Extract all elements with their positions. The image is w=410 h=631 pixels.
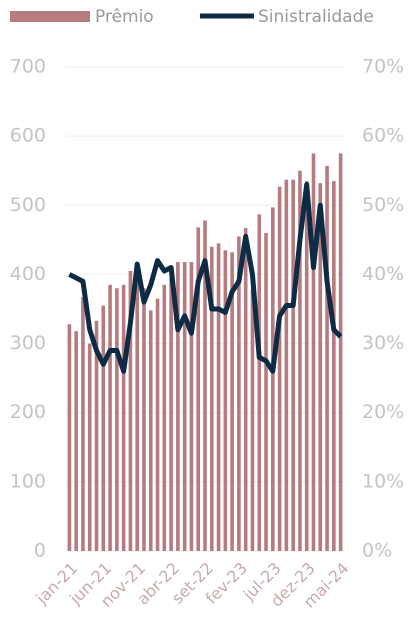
bar (209, 246, 214, 551)
bar (155, 298, 160, 551)
bar (148, 310, 153, 551)
y2-tick-label: 10% (362, 470, 404, 492)
bar (237, 236, 241, 551)
legend-label: Prêmio (95, 7, 154, 27)
line (68, 182, 343, 374)
bar (223, 250, 228, 551)
bar (291, 179, 295, 551)
bar (115, 288, 119, 551)
y-tick-label: 700 (10, 56, 46, 78)
bar (257, 214, 262, 551)
y2-tick-label: 40% (362, 263, 404, 285)
bar (298, 170, 302, 551)
y-tick-label: 0 (34, 540, 46, 562)
bar (189, 261, 194, 551)
bar (277, 186, 282, 552)
bar (304, 181, 309, 552)
bar (203, 220, 207, 552)
bar (325, 165, 329, 552)
bar (108, 284, 112, 551)
y2-tick-label: 20% (362, 401, 404, 423)
bar (169, 277, 173, 551)
bar (67, 324, 72, 551)
bar (284, 179, 289, 551)
bar (121, 284, 126, 551)
bar (135, 277, 139, 551)
bar (74, 331, 78, 551)
legend-label: Sinistralidade (258, 7, 374, 27)
bar (318, 183, 323, 551)
bar (230, 252, 234, 551)
bar (182, 261, 187, 551)
bar (338, 153, 343, 551)
bar (332, 181, 336, 552)
bar (81, 297, 85, 551)
legend-swatch (10, 11, 90, 22)
bar (128, 270, 133, 551)
bar (311, 153, 316, 551)
y2-tick-label: 70% (362, 56, 404, 78)
bar (216, 243, 221, 552)
y-tick-label: 400 (10, 263, 46, 285)
bar (87, 343, 92, 551)
bar (162, 284, 167, 551)
y2-tick-label: 0% (362, 540, 392, 562)
bar (94, 320, 99, 551)
bar (101, 305, 106, 551)
bar (243, 228, 248, 552)
y-tick-label: 300 (10, 332, 46, 354)
bar (142, 288, 146, 551)
bar (250, 289, 255, 551)
y2-tick-label: 30% (362, 332, 404, 354)
bar (264, 232, 268, 551)
y2-tick-label: 60% (362, 125, 404, 147)
y-tick-label: 600 (10, 125, 46, 147)
bar (176, 261, 180, 551)
y-tick-label: 200 (10, 401, 46, 423)
y-tick-label: 100 (10, 470, 46, 492)
y-tick-label: 500 (10, 194, 46, 216)
bar (271, 207, 275, 552)
bar (196, 227, 201, 551)
y2-tick-label: 50% (362, 194, 404, 216)
